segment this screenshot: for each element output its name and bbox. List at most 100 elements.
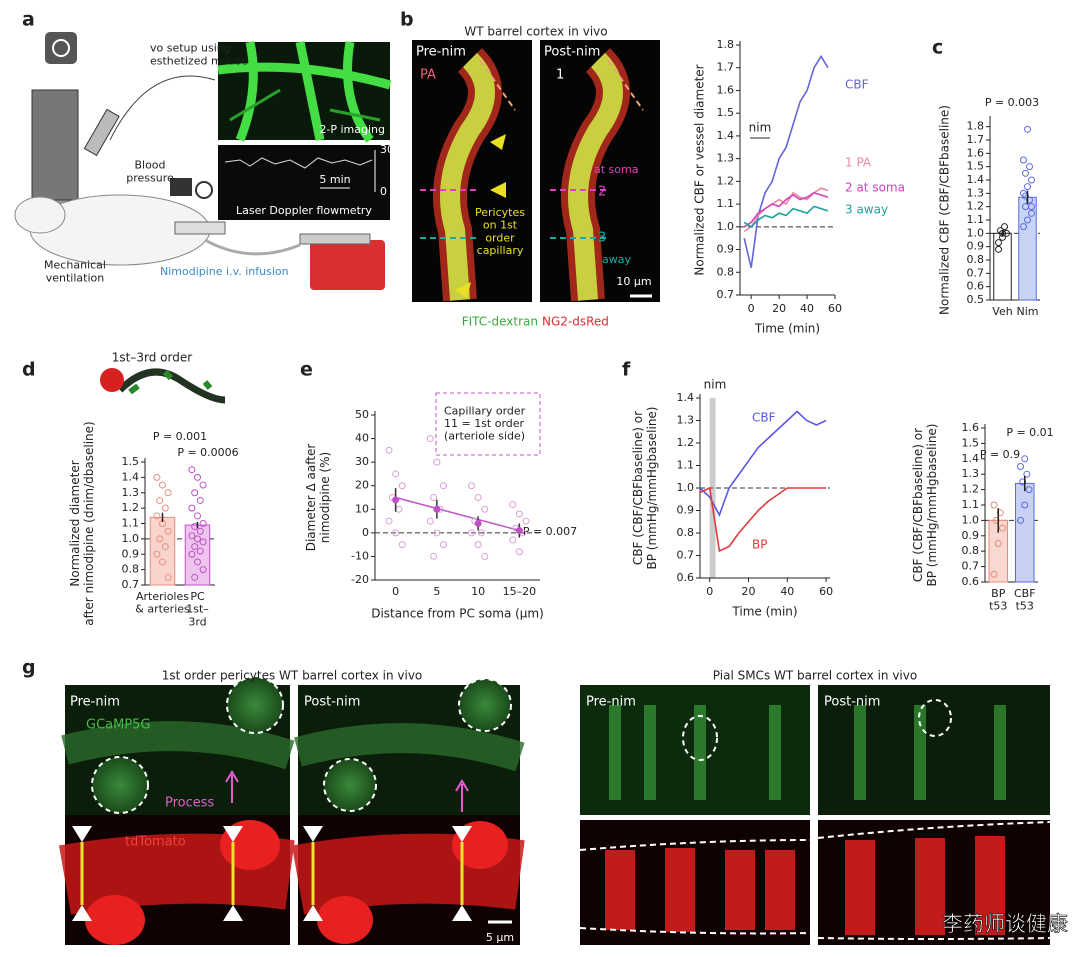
y-tick-label: 1.2: [962, 483, 980, 496]
data-point: [194, 512, 201, 520]
x-tick-label: 40: [780, 585, 794, 598]
y-tick-label: 0.9: [677, 504, 695, 517]
data-point: [199, 566, 207, 574]
series-label: 3 away: [845, 203, 888, 217]
y-tick-label: 50: [355, 408, 369, 421]
pre-label: Pre-nim: [416, 45, 466, 60]
legend-box: [435, 392, 541, 456]
annotation: nim: [704, 378, 727, 392]
scale-time: 5 min: [319, 173, 350, 186]
y-tick-label: 1.0: [122, 532, 140, 545]
y-tick-label: 0.8: [967, 253, 985, 266]
data-point: [385, 446, 393, 454]
data-point: [995, 239, 1002, 247]
y-tick-label: 1.3: [962, 467, 980, 480]
x-tick-label: 5: [433, 585, 440, 598]
dye-green: FITC-dextran: [462, 315, 538, 329]
data-point: [439, 482, 447, 490]
y-tick-label: 1.3: [677, 414, 695, 427]
y-axis-label: CBF (CBF/CBFbaseline) orBP (mmHg/mmHgbas…: [911, 424, 939, 587]
x-axis-label: Distance from PC soma (μm): [371, 607, 544, 621]
y-tick-label: 1.2: [677, 436, 695, 449]
vessel-3: 3: [598, 231, 606, 246]
data-point: [996, 509, 1004, 517]
pre-label: Pre-nim: [586, 695, 636, 710]
y-tick-label: 0.6: [962, 575, 980, 588]
data-point: [515, 548, 523, 556]
imaging-label: 2-P imaging: [319, 123, 385, 136]
y-tick-label: -20: [351, 573, 369, 586]
data-point: [1026, 163, 1033, 171]
data-point: [188, 466, 196, 474]
x-tick-label: 15–20: [503, 585, 537, 598]
y-axis-label: CBF (CBF/CBFbaseline) orBP (mmHg/mmHgbas…: [631, 407, 659, 570]
mean-point: [433, 505, 441, 513]
x-tick-label: Arterioles & arteries: [135, 590, 190, 616]
vessel-2: 2: [598, 185, 606, 200]
mean-point: [474, 519, 482, 527]
panel-label: d: [22, 359, 36, 381]
data-point: [1021, 455, 1029, 463]
data-point: [468, 529, 476, 537]
y-tick-label: 1.6: [962, 421, 980, 434]
post-label: Post-nim: [544, 45, 600, 60]
data-point: [196, 527, 204, 535]
y-tick-label: 1.0: [717, 220, 735, 233]
line-series: [743, 191, 829, 228]
y-tick-label: 1.3: [122, 486, 140, 499]
data-point: [194, 558, 201, 566]
y-axis-label: Normalized CBF or vessel diameter: [693, 64, 707, 275]
y-tick-label: 1.5: [962, 436, 980, 449]
y-tick-label: 1.1: [962, 498, 980, 511]
panel-label: c: [932, 37, 943, 59]
x-tick-label: Nim: [1017, 305, 1039, 318]
scale-label: 10 μm: [616, 275, 651, 288]
gcamp-label: GCaMP5G: [86, 718, 151, 733]
fit-line: [395, 496, 520, 532]
data-point: [196, 496, 204, 504]
pa-label: PA: [420, 68, 436, 83]
p-value: P = 0.9: [980, 448, 1020, 461]
panel-title: WT barrel cortex in vivo: [464, 25, 607, 39]
y-tick-label: 1.6: [967, 146, 985, 159]
data-point: [468, 482, 476, 490]
p-value: P = 0.007: [523, 525, 577, 538]
x-tick-label: 0: [706, 585, 713, 598]
data-point: [156, 535, 164, 543]
y-tick-label: 10: [355, 502, 369, 515]
data-point: [474, 541, 482, 549]
data-point: [1023, 470, 1031, 478]
data-point: [1019, 478, 1027, 486]
y-tick-label: 1.8: [967, 120, 985, 133]
y-tick-label: 0.6: [967, 280, 985, 293]
away: away: [602, 253, 631, 266]
data-point: [188, 550, 196, 558]
data-point: [509, 501, 517, 509]
p-value: P = 0.001: [153, 430, 207, 443]
data-point: [426, 435, 434, 443]
y-tick-label: 1.4: [962, 452, 980, 465]
data-point: [159, 481, 166, 489]
watermark: 李药师谈健康: [942, 912, 1068, 936]
y-tick-label: 1.6: [717, 83, 735, 96]
p-value: P = 0.0006: [177, 446, 238, 459]
data-point: [1026, 196, 1033, 204]
dye-red: NG2-dsRed: [542, 315, 609, 329]
data-point: [385, 517, 393, 525]
x-tick-label: BP t53: [989, 587, 1007, 613]
y-axis-label: Normalized diameterafter nimodipine (dni…: [68, 421, 96, 625]
data-point: [164, 527, 172, 535]
panel-label: b: [400, 9, 414, 31]
data-point: [433, 458, 441, 466]
data-point: [191, 543, 199, 551]
data-point: [430, 552, 438, 560]
y-tick-label: 1.4: [677, 391, 695, 404]
y-tick-label: 1.4: [717, 129, 735, 142]
y-tick-label: 0.7: [122, 578, 140, 591]
y-tick-label: 40: [355, 432, 369, 445]
data-point: [1028, 203, 1035, 211]
y-tick-label: -10: [351, 549, 369, 562]
data-point: [995, 245, 1002, 253]
data-point: [1024, 183, 1031, 191]
